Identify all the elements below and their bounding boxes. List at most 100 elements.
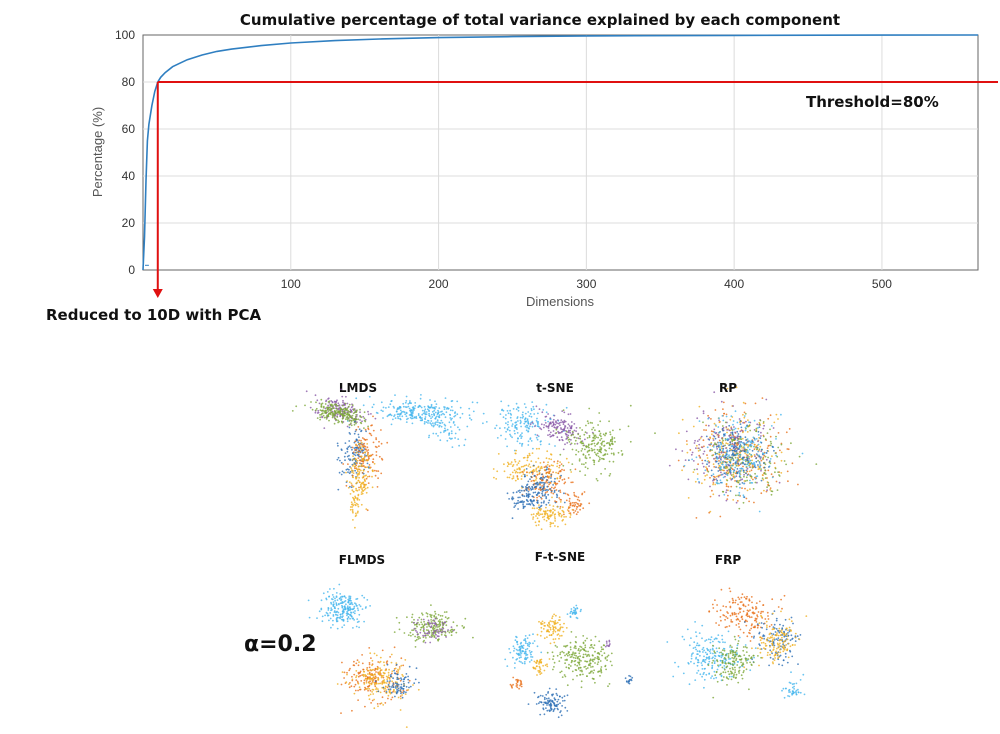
scatter-point bbox=[742, 421, 744, 424]
scatter-point bbox=[744, 480, 747, 482]
scatter-point bbox=[740, 462, 743, 465]
scatter-point bbox=[743, 471, 745, 474]
scatter-point bbox=[336, 620, 339, 622]
scatter-point bbox=[714, 483, 717, 486]
scatter-point bbox=[439, 619, 441, 621]
scatter-point bbox=[520, 437, 523, 439]
scatter-point bbox=[428, 409, 430, 412]
scatter-point bbox=[564, 492, 567, 495]
scatter-point bbox=[735, 494, 737, 497]
scatter-point bbox=[514, 479, 517, 482]
scatter-point bbox=[629, 675, 632, 678]
scatter-point bbox=[569, 431, 572, 434]
scatter-point bbox=[335, 400, 338, 403]
scatter-point bbox=[556, 460, 559, 463]
scatter-point bbox=[549, 515, 552, 518]
scatter-panel-lmds bbox=[291, 388, 479, 529]
scatter-point bbox=[438, 425, 441, 428]
scatter-point bbox=[320, 398, 323, 401]
scatter-point bbox=[725, 426, 728, 428]
scatter-point bbox=[756, 615, 759, 618]
scatter-point bbox=[384, 685, 387, 688]
scatter-point bbox=[569, 469, 572, 471]
scatter-point bbox=[747, 446, 749, 449]
scatter-point bbox=[364, 454, 366, 456]
scatter-point bbox=[718, 494, 721, 497]
scatter-point bbox=[739, 467, 742, 470]
scatter-point bbox=[564, 420, 567, 423]
scatter-point bbox=[746, 620, 748, 623]
scatter-point bbox=[411, 621, 413, 624]
scatter-point bbox=[469, 417, 471, 420]
scatter-point bbox=[352, 485, 355, 488]
scatter-point bbox=[706, 457, 709, 459]
scatter-point bbox=[403, 678, 405, 681]
scatter-point bbox=[576, 664, 579, 667]
scatter-point bbox=[329, 588, 331, 590]
scatter-point bbox=[513, 449, 516, 452]
scatter-point bbox=[720, 471, 722, 474]
scatter-point bbox=[382, 417, 384, 419]
scatter-point bbox=[767, 615, 769, 617]
scatter-point bbox=[568, 500, 571, 502]
scatter-point bbox=[537, 435, 540, 438]
scatter-point bbox=[430, 423, 432, 425]
scatter-point bbox=[372, 403, 375, 406]
scatter-point bbox=[335, 604, 338, 607]
scatter-point bbox=[542, 409, 545, 411]
scatter-point bbox=[356, 621, 359, 623]
scatter-point bbox=[719, 461, 722, 464]
scatter-point bbox=[523, 639, 525, 641]
scatter-point bbox=[527, 444, 530, 446]
scatter-point bbox=[367, 459, 369, 461]
scatter-point bbox=[744, 429, 747, 432]
scatter-point bbox=[545, 411, 548, 414]
scatter-point bbox=[342, 417, 344, 420]
scatter-point bbox=[524, 642, 527, 644]
scatter-point bbox=[547, 501, 550, 504]
scatter-point bbox=[441, 615, 444, 617]
scatter-point bbox=[351, 448, 353, 451]
scatter-point bbox=[588, 655, 591, 657]
scatter-point bbox=[768, 625, 771, 628]
scatter-point bbox=[554, 482, 557, 485]
scatter-point bbox=[351, 603, 354, 606]
scatter-point bbox=[346, 418, 349, 421]
scatter-point bbox=[780, 443, 783, 446]
reduction-arrow-icon bbox=[152, 289, 163, 298]
scatter-point bbox=[352, 458, 354, 461]
scatter-point bbox=[507, 461, 509, 464]
scatter-point bbox=[578, 662, 580, 664]
scatter-point bbox=[599, 457, 601, 459]
scatter-point bbox=[321, 415, 323, 418]
scatter-point bbox=[373, 683, 376, 686]
scatter-point bbox=[534, 425, 536, 428]
scatter-point bbox=[696, 473, 699, 475]
scatter-point bbox=[742, 501, 745, 504]
scatter-point bbox=[367, 673, 369, 675]
scatter-point bbox=[757, 450, 759, 453]
scatter-point bbox=[428, 623, 431, 625]
scatter-point bbox=[353, 612, 356, 615]
scatter-point bbox=[535, 436, 538, 439]
scatter-point bbox=[580, 680, 583, 683]
scatter-point bbox=[728, 424, 731, 427]
scatter-point bbox=[463, 444, 466, 447]
scatter-point bbox=[338, 411, 341, 414]
scatter-point bbox=[352, 497, 355, 500]
scatter-point bbox=[330, 411, 333, 414]
scatter-point bbox=[365, 681, 368, 684]
scatter-point bbox=[752, 464, 754, 467]
scatter-point bbox=[570, 655, 573, 658]
scatter-point bbox=[563, 622, 565, 625]
scatter-point bbox=[698, 454, 701, 457]
scatter-point bbox=[569, 665, 572, 667]
scatter-point bbox=[541, 479, 543, 482]
scatter-point bbox=[723, 493, 726, 496]
scatter-point bbox=[327, 410, 330, 412]
scatter-point bbox=[568, 663, 570, 666]
scatter-point bbox=[420, 406, 423, 409]
scatter-point bbox=[570, 471, 573, 473]
scatter-point bbox=[291, 410, 294, 412]
scatter-point bbox=[516, 678, 519, 681]
